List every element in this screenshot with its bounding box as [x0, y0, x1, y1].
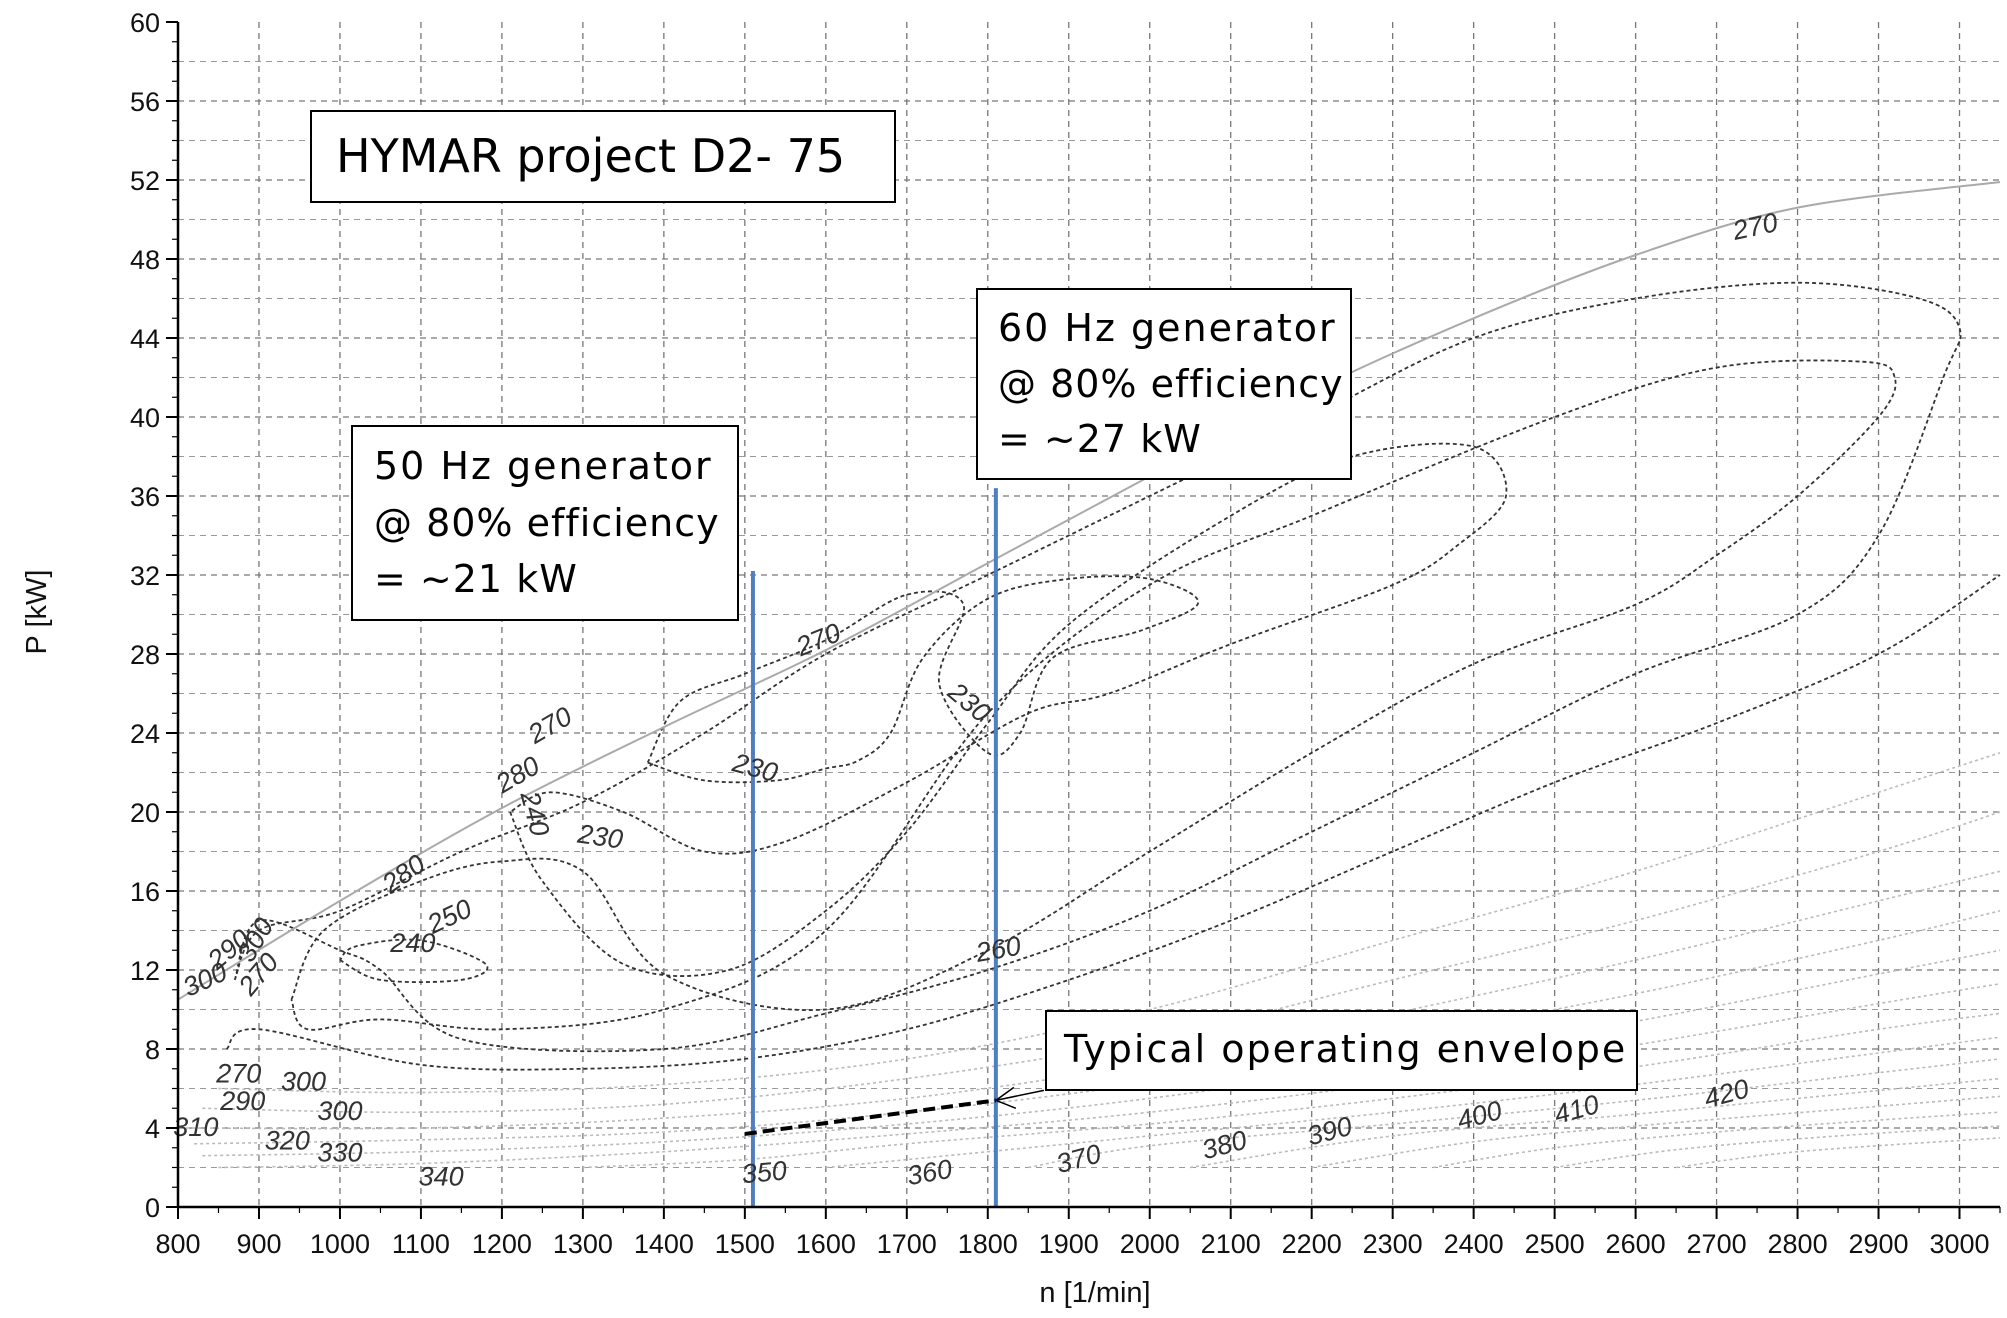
y-tick-label: 44 [130, 324, 160, 354]
contour-390 [1311, 1095, 2001, 1169]
contour-label-300: 300 [281, 1066, 326, 1096]
x-tick-label: 1600 [796, 1229, 856, 1259]
x-tick-label: 800 [155, 1229, 200, 1259]
x-tick-label: 1400 [634, 1229, 694, 1259]
contour-240 [339, 938, 489, 984]
x-tick-label: 1000 [310, 1229, 370, 1259]
envelope-pointer [995, 1089, 1045, 1102]
contour-290 [218, 752, 2001, 1094]
y-tick-label: 28 [130, 640, 160, 670]
y-axis-title: P [kW] [21, 570, 53, 655]
envelope-box: Typical operating envelope [1045, 1010, 1638, 1091]
y-tick-label: 20 [130, 798, 160, 828]
box-60hz-line2: @ 80% efficiency [998, 362, 1344, 406]
x-tick-label: 2000 [1120, 1229, 1180, 1259]
y-tick-label: 52 [130, 166, 160, 196]
contour-label-320: 320 [265, 1126, 310, 1156]
y-tick-label: 16 [130, 877, 160, 907]
x-tick-label: 1200 [472, 1229, 532, 1259]
y-tick-label: 12 [130, 956, 160, 986]
y-tick-label: 8 [145, 1035, 160, 1065]
contour-410 [1554, 1125, 2001, 1169]
contour-label-230: 230 [575, 819, 625, 855]
y-tick-label: 36 [130, 482, 160, 512]
box-50hz-line2: @ 80% efficiency [374, 501, 720, 545]
box-60hz-line1: 60 Hz generator [998, 306, 1337, 350]
x-tick-label: 2600 [1606, 1229, 1666, 1259]
x-tick-label: 1700 [877, 1229, 937, 1259]
contour-label-300: 300 [317, 1096, 362, 1126]
x-tick-label: 2200 [1282, 1229, 1342, 1259]
contour-230 [646, 575, 1200, 784]
contour-380 [1190, 1077, 2001, 1169]
generator-60hz-box: 60 Hz generator @ 80% efficiency = ~27 k… [976, 288, 1352, 480]
contour-label-340: 340 [419, 1161, 464, 1191]
contour-label-290: 290 [219, 1086, 265, 1116]
contour-420 [1675, 1137, 2001, 1169]
contour-label-310: 310 [173, 1112, 218, 1142]
y-tick-label: 32 [130, 561, 160, 591]
x-tick-label: 1300 [553, 1229, 613, 1259]
x-tick-label: 2900 [1848, 1229, 1908, 1259]
y-tick-label: 0 [145, 1193, 160, 1223]
y-tick-label: 48 [130, 245, 160, 275]
x-axis-title: n [1/min] [1039, 1277, 1150, 1309]
envelope-arrowhead [994, 1086, 1017, 1110]
title-box: HYMAR project D2- 75 [310, 110, 896, 203]
x-tick-label: 1800 [958, 1229, 1018, 1259]
y-tick-label: 56 [130, 87, 160, 117]
envelope-label: Typical operating envelope [1063, 1027, 1627, 1071]
contour-330 [202, 949, 2001, 1157]
title-text: HYMAR project D2- 75 [336, 129, 845, 183]
y-tick-label: 24 [130, 719, 160, 749]
x-tick-label: 2500 [1525, 1229, 1585, 1259]
x-tick-label: 2700 [1687, 1229, 1747, 1259]
box-60hz-line3: = ~27 kW [998, 417, 1202, 461]
y-tick-label: 40 [130, 403, 160, 433]
contour-310 [186, 870, 2001, 1130]
x-tick-label: 1500 [715, 1229, 775, 1259]
generator-speed-lines [750, 488, 998, 1207]
y-tick-label: 4 [145, 1114, 160, 1144]
operating-envelope [744, 1086, 1045, 1136]
generator-50hz-box: 50 Hz generator @ 80% efficiency = ~21 k… [351, 425, 739, 621]
full-load-curve [177, 181, 2001, 1001]
box-50hz-line3: = ~21 kW [374, 557, 578, 601]
contour-label-270: 270 [215, 1059, 261, 1089]
x-tick-label: 900 [236, 1229, 281, 1259]
x-tick-label: 2100 [1201, 1229, 1261, 1259]
contour-label-350: 350 [741, 1155, 789, 1189]
envelope-line [744, 1098, 997, 1136]
contour-250 [509, 442, 1508, 977]
box-50hz-line1: 50 Hz generator [374, 444, 713, 488]
x-tick-label: 2400 [1444, 1229, 1504, 1259]
x-tick-label: 2800 [1768, 1229, 1828, 1259]
contour-label-330: 330 [317, 1138, 362, 1168]
x-tick-label: 3000 [1929, 1229, 1989, 1259]
x-tick-label: 1100 [392, 1229, 450, 1259]
contour-280 [225, 574, 2001, 1071]
contour-400 [1433, 1111, 2001, 1169]
x-tick-label: 1900 [1039, 1229, 1099, 1259]
y-tick-label: 60 [130, 8, 160, 38]
x-tick-label: 2300 [1363, 1229, 1423, 1259]
contour-270 [233, 281, 1962, 1053]
contour-340 [218, 983, 2001, 1169]
contour-label-240: 240 [389, 928, 435, 958]
